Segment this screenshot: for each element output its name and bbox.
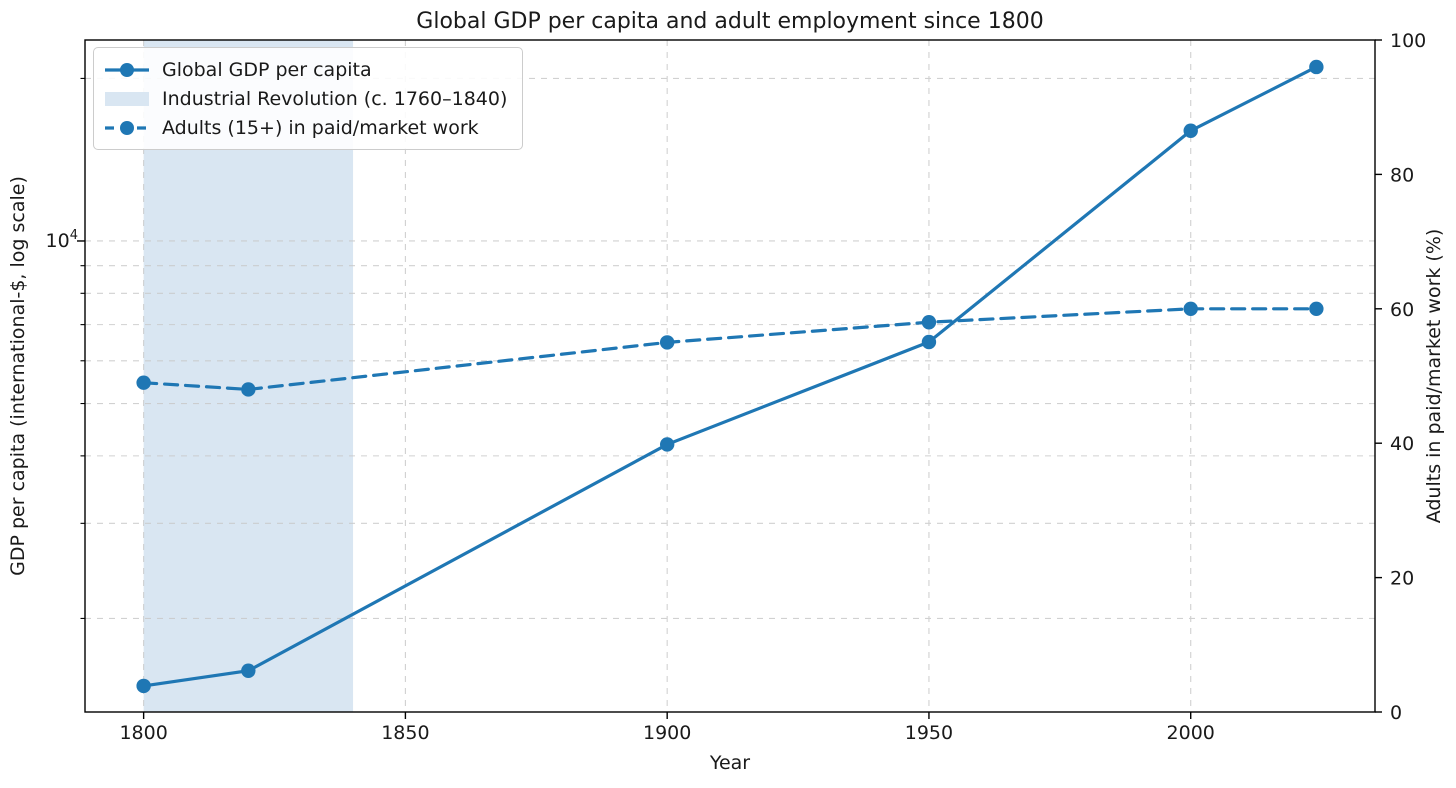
legend-band-swatch-icon [104, 91, 150, 107]
employment-point-1950 [921, 315, 937, 330]
gdp-point-1900 [659, 437, 675, 452]
employment-point-1820 [241, 382, 256, 397]
legend-item-industrial-revolution: Industrial Revolution (c. 1760–1840) [104, 84, 507, 113]
employment-point-2000 [1183, 301, 1198, 316]
legend-label-gdp: Global GDP per capita [162, 58, 372, 81]
y-left-tick-label: 104 [46, 228, 78, 252]
y-right-tick-label: 0 [1390, 702, 1402, 724]
x-tick-label: 1800 [119, 722, 167, 744]
gdp-point-2024 [1309, 59, 1324, 75]
legend-dashed-line-sample-icon [104, 120, 150, 136]
employment-point-2024 [1309, 301, 1324, 316]
y-right-tick-label: 100 [1390, 30, 1426, 52]
axes-frame [84, 39, 1376, 713]
x-tick-label: 1850 [381, 722, 429, 744]
x-tick-label: 1950 [905, 722, 953, 744]
gdp-point-1950 [921, 334, 937, 350]
x-axis: 1800 1850 1900 1950 2000 [119, 712, 1215, 744]
y-axis-right-label: Adults in paid/market work (%) [1423, 229, 1445, 524]
y-axis-right: 0 20 40 60 80 100 [1375, 30, 1426, 724]
y-axis-left-label: GDP per capita (international-$, log sca… [7, 176, 29, 576]
gdp-point-1800 [136, 678, 151, 694]
plot-border [84, 39, 1376, 713]
y-right-tick-label: 40 [1390, 433, 1414, 455]
legend-label-industrial-revolution: Industrial Revolution (c. 1760–1840) [162, 87, 508, 110]
y-right-tick-label: 80 [1390, 164, 1414, 186]
legend-solid-line-sample-icon [104, 62, 150, 78]
gdp-point-2000 [1183, 123, 1198, 138]
gdp-line [142, 65, 1318, 688]
gdp-line-series [136, 59, 1324, 694]
x-tick-label: 2000 [1167, 722, 1215, 744]
employment-line-series [136, 301, 1324, 397]
industrial-revolution-band [143, 40, 354, 712]
gdp-point-1820 [241, 663, 256, 678]
legend: Global GDP per capita Industrial Revolut… [93, 47, 524, 150]
legend-item-gdp: Global GDP per capita [104, 55, 507, 84]
legend-item-employment: Adults (15+) in paid/market work [104, 113, 507, 142]
employment-point-1800 [136, 375, 151, 390]
y-right-tick-label: 20 [1390, 568, 1414, 590]
employment-line [142, 307, 1318, 392]
employment-point-1900 [659, 335, 675, 350]
y-axis-left: 104 [46, 77, 85, 619]
y-right-tick-label: 60 [1390, 299, 1414, 321]
chart-title: Global GDP per capita and adult employme… [416, 9, 1043, 34]
x-tick-label: 1900 [643, 722, 691, 744]
x-axis-label: Year [709, 752, 750, 774]
legend-label-employment: Adults (15+) in paid/market work [162, 116, 479, 139]
